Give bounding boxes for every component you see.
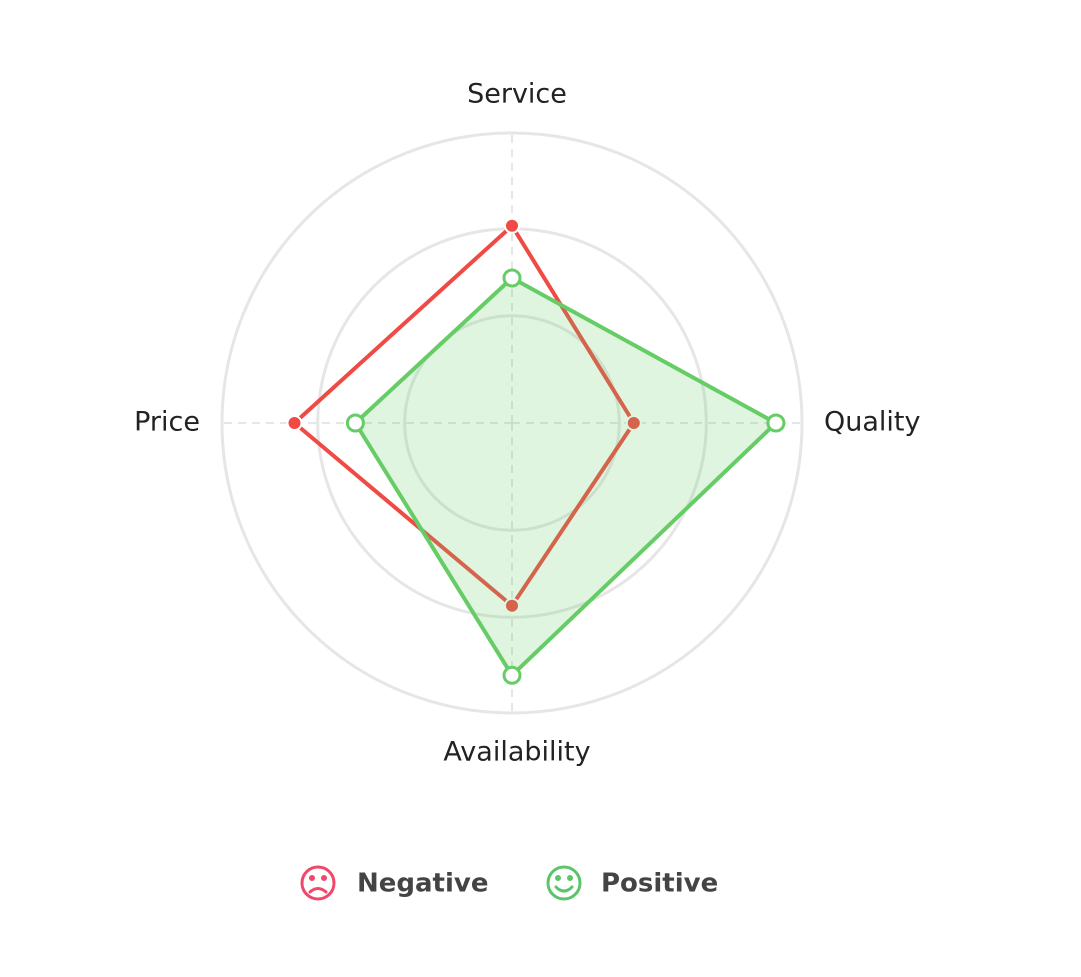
axis-label: Service xyxy=(467,79,567,110)
data-point xyxy=(504,217,520,234)
legend-label: Positive xyxy=(601,869,718,899)
axis-label: Quality xyxy=(824,407,920,438)
grid-ring xyxy=(403,314,621,532)
legend-icon-positive xyxy=(546,865,582,901)
series-area xyxy=(353,276,778,678)
legend: Negative Positive xyxy=(300,865,718,901)
legend-icon-negative xyxy=(300,865,336,901)
data-point xyxy=(504,597,520,614)
data-point xyxy=(766,413,786,433)
data-point xyxy=(625,415,642,431)
data-point xyxy=(345,413,365,433)
axis-label: Availability xyxy=(443,737,590,768)
data-point xyxy=(502,665,522,685)
grid-ring xyxy=(220,131,804,715)
legend-label: Negative xyxy=(357,869,488,899)
axis-label: Price xyxy=(134,407,200,438)
data-point xyxy=(502,268,522,288)
data-point xyxy=(286,415,303,431)
